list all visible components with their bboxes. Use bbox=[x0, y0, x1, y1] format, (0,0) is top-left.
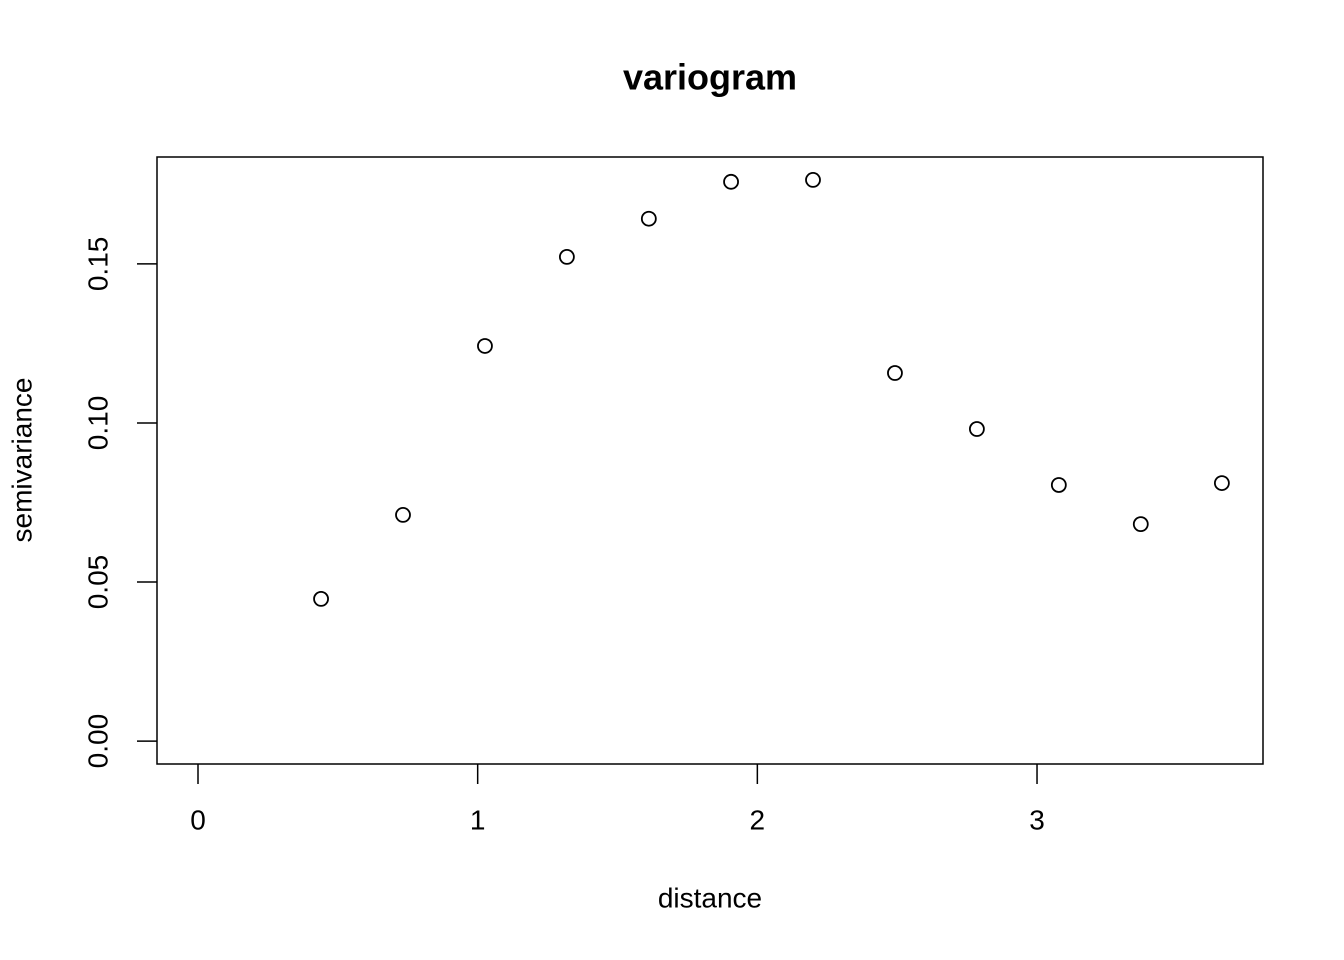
point bbox=[395, 507, 411, 523]
y-tick-label: 0.05 bbox=[82, 555, 113, 610]
point bbox=[313, 590, 329, 607]
point bbox=[1132, 516, 1149, 533]
x-axis-label: distance bbox=[658, 882, 762, 913]
point bbox=[805, 172, 821, 188]
point bbox=[477, 338, 493, 354]
y-tick-label: 0.10 bbox=[82, 396, 113, 451]
point bbox=[887, 365, 903, 381]
y-tick-label: 0.15 bbox=[82, 237, 113, 292]
chart-title: variogram bbox=[623, 57, 797, 98]
y-axis-label: semivariance bbox=[6, 378, 37, 543]
plot-frame bbox=[156, 156, 1264, 765]
point bbox=[1050, 477, 1067, 493]
x-tick-label: 1 bbox=[470, 804, 486, 835]
point bbox=[1213, 475, 1230, 491]
x-tick-label: 0 bbox=[190, 804, 206, 835]
point bbox=[723, 173, 739, 190]
x-tick-label: 2 bbox=[750, 804, 766, 835]
y-tick-label: 0.00 bbox=[82, 714, 113, 769]
point bbox=[558, 248, 575, 265]
point bbox=[640, 210, 657, 227]
x-tick-label: 3 bbox=[1029, 804, 1045, 835]
point bbox=[968, 421, 985, 437]
